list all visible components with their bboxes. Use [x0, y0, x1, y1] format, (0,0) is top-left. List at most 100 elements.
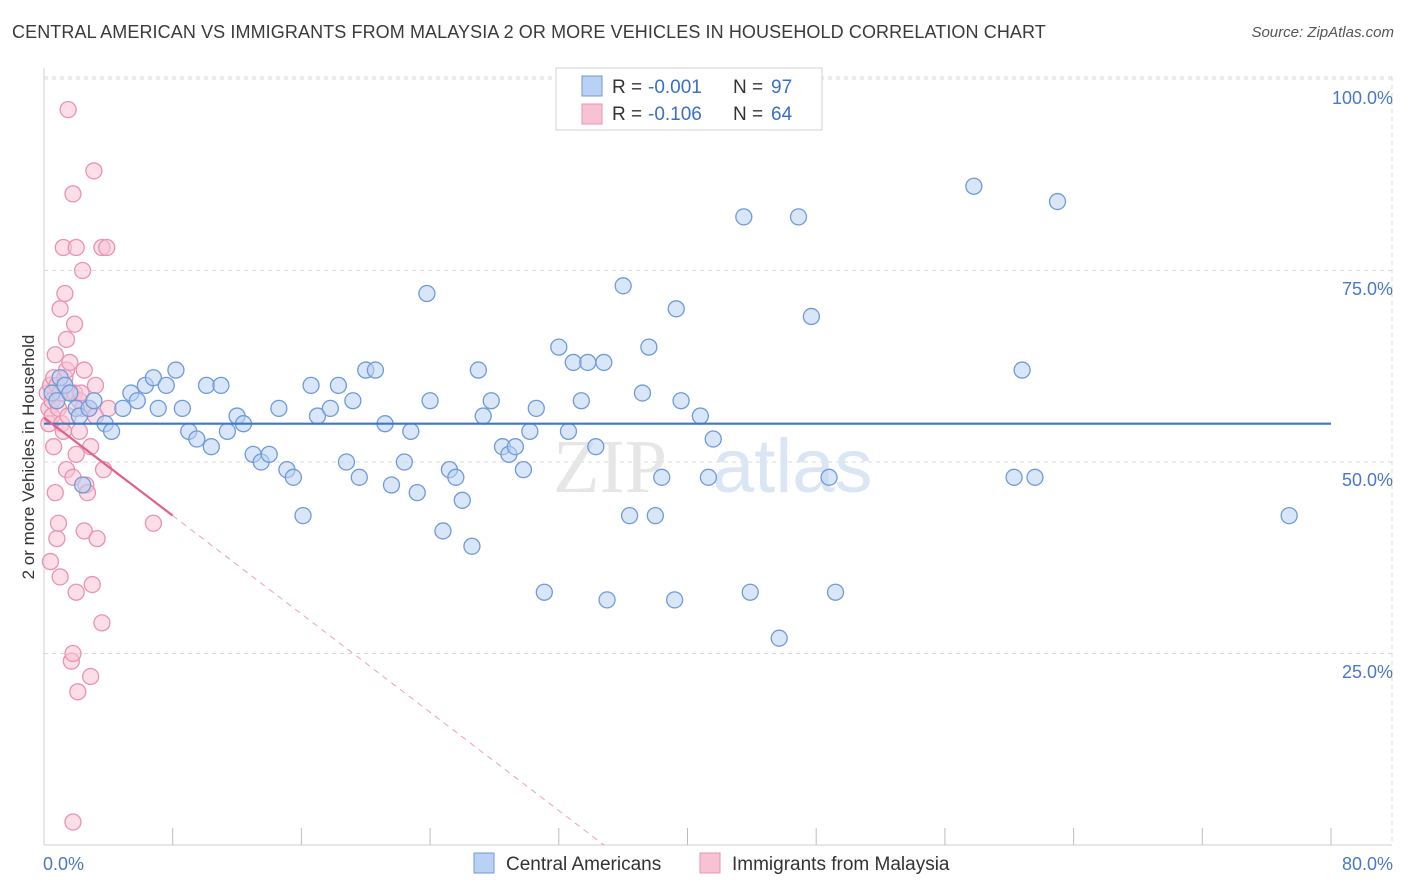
malaysia-point-46	[75, 522, 93, 540]
y-tick-label-100: 100.0%	[1332, 88, 1393, 108]
bottom-legend-swatch-blue	[473, 852, 495, 874]
central-american-point-50	[418, 284, 436, 303]
central-american-points	[43, 177, 1298, 647]
malaysia-point-53	[85, 162, 103, 180]
malaysia-point-10	[46, 346, 64, 364]
central-american-point-38	[321, 399, 340, 418]
central-american-point-14	[128, 392, 146, 410]
malaysia-point-8	[45, 438, 63, 456]
malaysia-point-26	[59, 100, 77, 119]
central-american-point-40	[337, 453, 356, 471]
y-tick-label-50: 50.0%	[1342, 470, 1393, 490]
central-american-point-96	[1013, 361, 1031, 379]
central-american-point-88	[741, 583, 759, 601]
malaysia-point-34	[65, 315, 84, 333]
central-american-point-47	[395, 453, 414, 471]
central-american-point-51	[421, 392, 439, 410]
malaysia-points	[38, 100, 163, 831]
legend-n-label-blue: N =	[733, 77, 763, 98]
central-american-point-4	[61, 384, 79, 402]
central-american-point-26	[218, 422, 237, 441]
central-american-point-1	[48, 392, 66, 410]
central-american-point-46	[382, 476, 401, 494]
malaysia-point-33	[64, 185, 82, 203]
malaysia-point-61	[99, 399, 117, 418]
central-american-point-56	[463, 537, 481, 555]
central-american-point-83	[672, 392, 690, 410]
y-tick-label-75: 75.0%	[1342, 279, 1393, 299]
central-american-point-71	[579, 353, 597, 372]
central-american-point-9	[85, 392, 103, 410]
trend-line-malaysia	[43, 416, 174, 517]
malaysia-point-17	[51, 568, 69, 586]
malaysia-point-21	[56, 284, 74, 303]
central-american-point-25	[212, 376, 230, 395]
central-american-point-76	[620, 506, 639, 525]
central-american-point-80	[653, 468, 671, 486]
malaysia-point-44	[73, 261, 92, 280]
central-american-point-69	[564, 353, 582, 372]
axes	[43, 68, 1392, 846]
legend-n-value-blue: 97	[771, 77, 792, 98]
legend-n-label-pink: N =	[733, 104, 763, 125]
x-tick-label-max: 80.0%	[1342, 854, 1393, 874]
central-american-point-22	[188, 430, 206, 448]
central-american-point-18	[157, 376, 175, 395]
central-american-point-70	[572, 392, 590, 410]
malaysia-point-63	[144, 514, 163, 532]
correlation-legend: R = -0.001 N = 97 R = -0.106 N = 64	[555, 67, 823, 131]
central-american-point-75	[614, 277, 632, 295]
bottom-legend-label-blue: Central Americans	[506, 854, 661, 875]
malaysia-point-45	[75, 361, 93, 379]
trend-lines	[43, 416, 1331, 846]
y-tick-label-25: 25.0%	[1342, 662, 1393, 682]
central-american-point-7	[73, 476, 92, 494]
central-american-point-73	[595, 353, 613, 372]
central-american-point-32	[270, 399, 288, 418]
central-american-point-81	[665, 591, 684, 609]
central-american-point-86	[704, 430, 722, 448]
legend-swatch-blue	[581, 75, 603, 97]
central-american-point-97	[1026, 468, 1044, 486]
central-american-point-78	[640, 338, 658, 356]
malaysia-point-9	[46, 483, 64, 502]
malaysia-point-4	[41, 552, 60, 571]
malaysia-point-40	[70, 422, 89, 441]
malaysia-point-56	[88, 529, 106, 548]
trend-line-malaysia-extended	[172, 515, 605, 846]
central-american-point-84	[691, 407, 710, 425]
legend-r-value-blue: -0.001	[648, 77, 702, 98]
malaysia-point-13	[49, 514, 68, 532]
central-american-point-36	[302, 376, 320, 395]
malaysia-point-52	[83, 575, 101, 594]
central-american-point-52	[434, 522, 452, 540]
central-american-point-42	[350, 468, 368, 486]
central-american-point-87	[735, 208, 753, 226]
central-american-point-68	[559, 422, 578, 441]
legend-r-label-blue: R =	[612, 77, 642, 98]
central-american-point-39	[329, 376, 348, 395]
malaysia-point-28	[61, 353, 79, 372]
central-american-point-99	[1280, 506, 1298, 525]
central-american-point-64	[521, 422, 539, 441]
bottom-legend-label-pink: Immigrants from Malaysia	[732, 854, 950, 875]
central-american-point-93	[826, 583, 845, 601]
legend-r-value-pink: -0.106	[648, 104, 702, 125]
x-tick-label-min: 0.0%	[43, 854, 84, 874]
central-american-point-44	[366, 361, 385, 379]
legend-n-value-pink: 64	[771, 104, 793, 125]
central-american-point-92	[820, 468, 838, 486]
central-american-point-24	[202, 438, 220, 456]
central-american-point-90	[789, 208, 808, 226]
central-american-point-41	[344, 392, 362, 410]
central-american-point-77	[633, 384, 652, 402]
malaysia-point-37	[67, 583, 85, 601]
central-american-point-31	[260, 445, 278, 463]
chart-title: CENTRAL AMERICAN VS IMMIGRANTS FROM MALA…	[12, 22, 1046, 42]
central-american-point-58	[474, 407, 492, 425]
malaysia-point-55	[86, 376, 105, 395]
malaysia-point-25	[57, 330, 76, 349]
legend-r-label-pink: R =	[612, 104, 642, 125]
malaysia-point-58	[93, 614, 111, 632]
